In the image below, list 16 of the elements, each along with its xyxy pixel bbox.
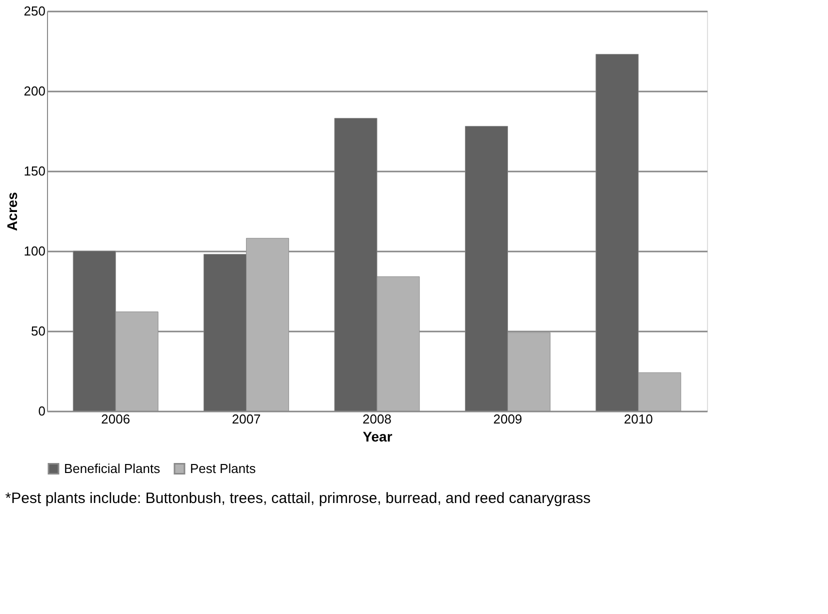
y-tick-label: 250 [24,4,46,18]
legend-label: Pest Plants [190,460,256,476]
x-tick-label: 2007 [232,412,261,426]
x-axis-title: Year [362,428,393,444]
x-tick-label: 2010 [624,412,653,426]
y-tick-label: 100 [24,244,46,258]
y-tick-label: 150 [24,164,46,178]
x-tick-label: 2006 [101,412,130,426]
text: *Pest plants include: Buttonbush, trees, cattail, primrose, burread, and reed canarygrass [5,490,591,507]
y-tick-label: 200 [24,84,46,98]
y-axis-title: Acres [4,192,20,231]
x-tick-label: 2009 [493,412,522,426]
x-tick-label: 2008 [362,412,392,426]
y-tick-label: 0 [38,404,46,418]
legend-label: Beneficial Plants [64,460,161,476]
y-tick-label: 50 [31,324,46,338]
